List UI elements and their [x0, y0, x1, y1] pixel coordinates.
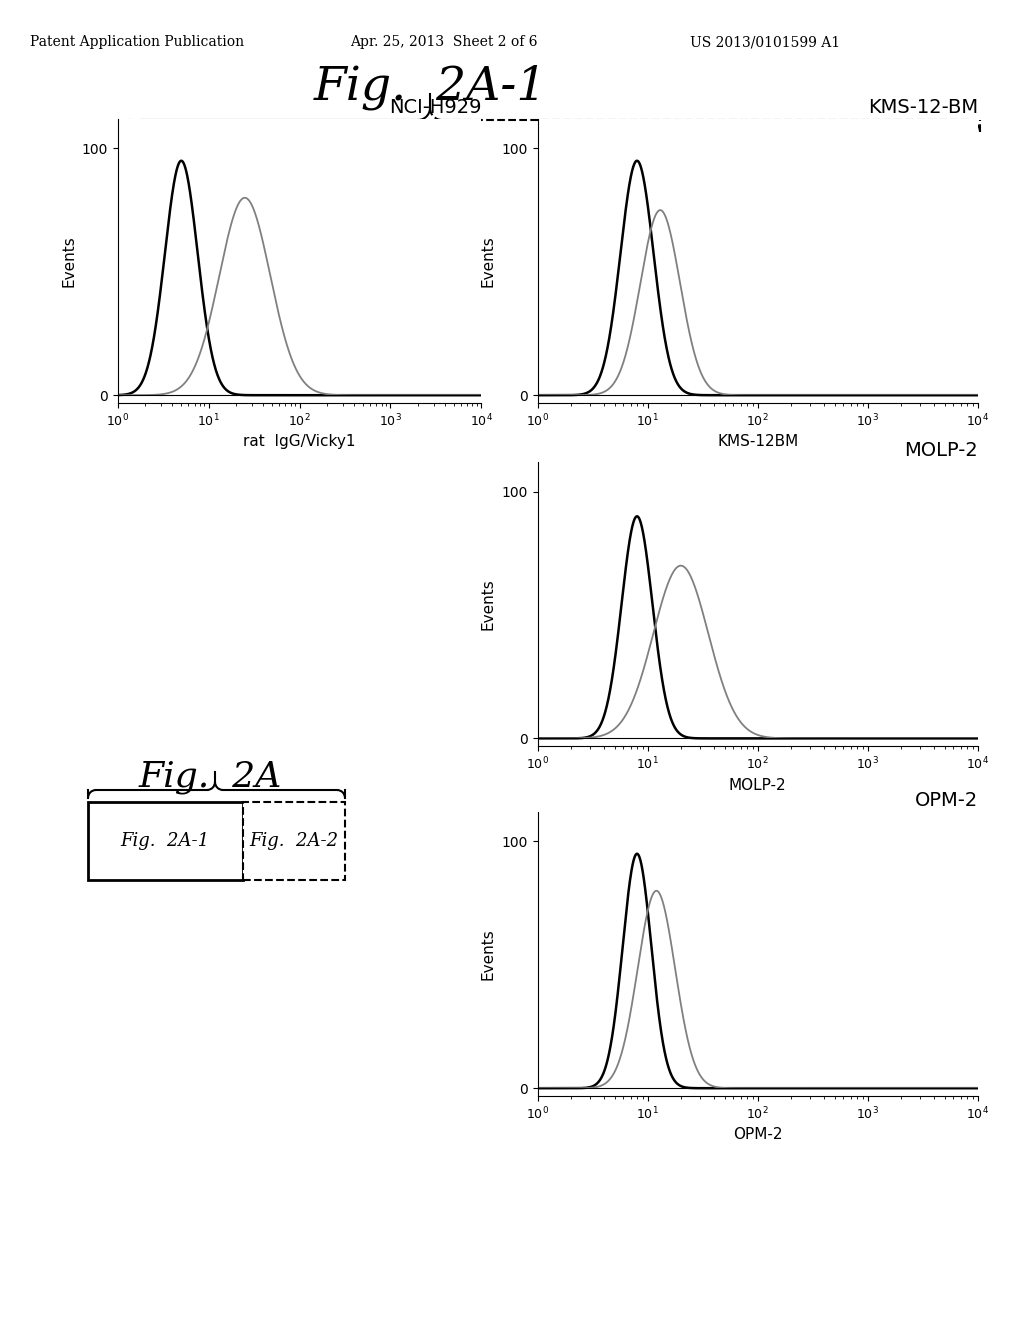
Text: A: A [148, 143, 170, 173]
Y-axis label: Events: Events [481, 578, 496, 630]
Text: Fig.  2A-2: Fig. 2A-2 [250, 832, 339, 850]
X-axis label: KMS-12BM: KMS-12BM [717, 434, 799, 450]
Text: Fig.  2A: Fig. 2A [138, 760, 282, 795]
Y-axis label: Events: Events [481, 235, 496, 286]
Text: Fig.  2A-1: Fig. 2A-1 [121, 832, 210, 850]
Text: NCI-H929: NCI-H929 [389, 98, 481, 117]
Text: US 2013/0101599 A1: US 2013/0101599 A1 [690, 36, 840, 49]
Text: OPM-2: OPM-2 [914, 791, 978, 810]
Text: Fig.  2A-1: Fig. 2A-1 [313, 65, 547, 111]
X-axis label: rat  IgG/Vicky1: rat IgG/Vicky1 [244, 434, 355, 450]
Text: KMS-12-BM: KMS-12-BM [867, 98, 978, 117]
Text: Patent Application Publication: Patent Application Publication [30, 36, 244, 49]
X-axis label: OPM-2: OPM-2 [733, 1127, 782, 1143]
Text: MOLP-2: MOLP-2 [904, 441, 978, 461]
FancyBboxPatch shape [88, 803, 243, 880]
Text: ++: ++ [560, 143, 611, 173]
Text: Apr. 25, 2013  Sheet 2 of 6: Apr. 25, 2013 Sheet 2 of 6 [350, 36, 538, 49]
Text: +++: +++ [230, 143, 307, 173]
X-axis label: MOLP-2: MOLP-2 [729, 777, 786, 793]
Y-axis label: Events: Events [61, 235, 76, 286]
FancyBboxPatch shape [243, 803, 345, 880]
Y-axis label: Events: Events [481, 928, 496, 979]
